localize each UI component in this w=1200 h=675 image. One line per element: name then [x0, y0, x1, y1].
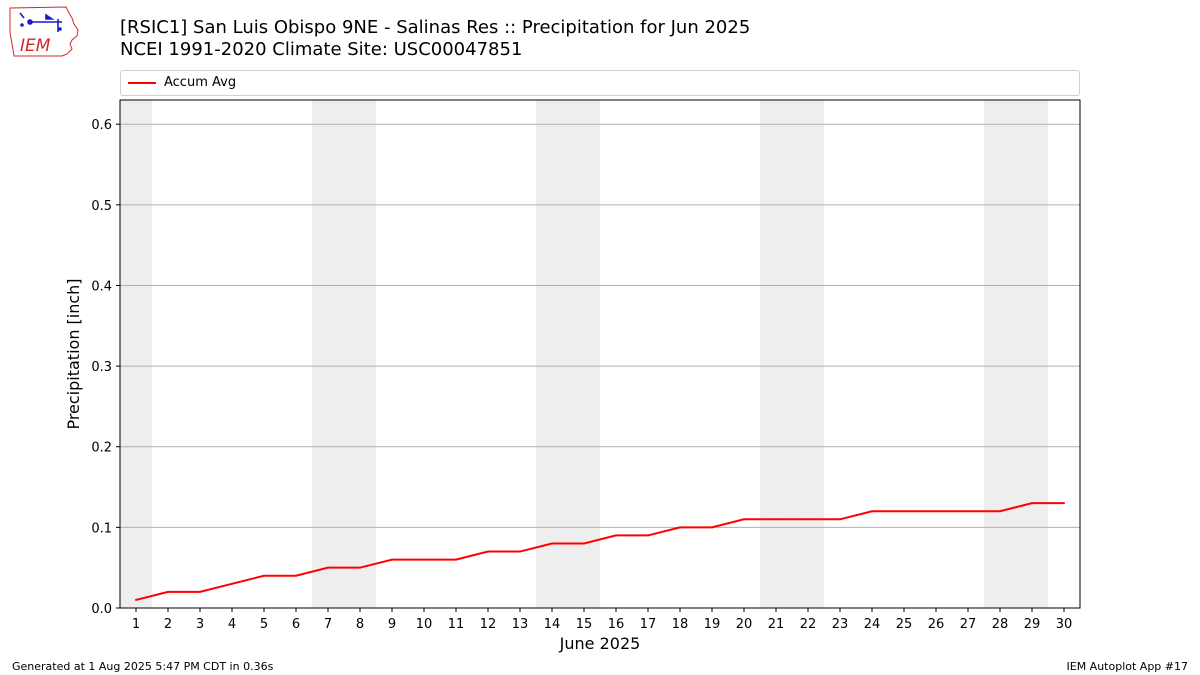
weekend-band: [344, 100, 376, 608]
data-point: [999, 510, 1001, 513]
x-tick-label: 5: [260, 617, 268, 632]
data-point: [743, 518, 745, 521]
y-axis-label: Precipitation [inch]: [64, 278, 83, 429]
x-tick-label: 28: [992, 617, 1009, 632]
x-tick-label: 8: [356, 617, 364, 632]
data-point: [871, 510, 873, 513]
data-point: [711, 526, 713, 529]
data-point: [519, 550, 521, 553]
x-tick-label: 26: [928, 617, 945, 632]
weekend-band: [312, 100, 344, 608]
weather-station-icon: [19, 12, 62, 32]
x-tick-label: 13: [512, 617, 529, 632]
y-axis-ticks: 0.0 0.1 0.2 0.3 0.4 0.5 0.6: [91, 118, 120, 617]
data-point: [199, 590, 201, 593]
legend-label: Accum Avg: [164, 75, 237, 90]
y-tick-label: 0.5: [91, 199, 112, 214]
x-tick-label: 30: [1056, 617, 1073, 632]
data-point: [551, 542, 553, 545]
data-point: [487, 550, 489, 553]
y-tick-label: 0.2: [91, 441, 112, 456]
data-point: [1063, 502, 1065, 505]
weekend-band: [568, 100, 600, 608]
series-line-accum-avg: [135, 502, 1064, 601]
weekend-band: [1016, 100, 1048, 608]
data-point: [455, 558, 457, 561]
data-point: [903, 510, 905, 513]
x-tick-label: 21: [768, 617, 785, 632]
chart-subtitle: NCEI 1991-2020 Climate Site: USC00047851: [120, 39, 523, 60]
app-label: IEM Autoplot App #17: [1066, 660, 1189, 673]
data-point: [295, 574, 297, 577]
x-tick-label: 17: [640, 617, 657, 632]
x-tick-label: 16: [608, 617, 625, 632]
x-tick-label: 18: [672, 617, 689, 632]
x-axis-ticks: 1 2 3 4 5 6 7 8 9 10 11 12 13 14 15 16 17 18 19 20 21 22 23 24 2…: [132, 608, 1072, 632]
iem-logo: IEM: [9, 6, 79, 57]
data-point: [935, 510, 937, 513]
legend-swatch: [128, 82, 156, 84]
weekend-band: [536, 100, 568, 608]
x-tick-label: 2: [164, 617, 172, 632]
data-point: [327, 566, 329, 569]
x-tick-label: 9: [388, 617, 396, 632]
x-tick-label: 29: [1024, 617, 1041, 632]
generated-timestamp: Generated at 1 Aug 2025 5:47 PM CDT in 0…: [12, 660, 274, 673]
y-tick-label: 0.1: [91, 521, 112, 536]
x-tick-label: 22: [800, 617, 817, 632]
x-tick-label: 4: [228, 617, 236, 632]
y-tick-label: 0.0: [91, 602, 112, 617]
data-point: [679, 526, 681, 529]
weekend-band: [120, 100, 152, 608]
y-tick-label: 0.3: [91, 360, 112, 375]
iowa-outline-icon: [9, 6, 79, 57]
data-point: [135, 598, 137, 601]
x-tick-label: 27: [960, 617, 977, 632]
data-point: [359, 566, 361, 569]
data-point: [967, 510, 969, 513]
chart-title: [RSIC1] San Luis Obispo 9NE - Salinas Re…: [120, 17, 751, 38]
y-tick-label: 0.6: [91, 118, 112, 133]
x-axis-label: June 2025: [559, 634, 641, 653]
weekend-band: [760, 100, 792, 608]
weekend-band: [984, 100, 1016, 608]
data-point: [647, 534, 649, 537]
data-point: [391, 558, 393, 561]
data-point: [263, 574, 265, 577]
data-point: [1031, 502, 1033, 505]
data-point: [807, 518, 809, 521]
weekend-band: [792, 100, 824, 608]
x-tick-label: 1: [132, 617, 140, 632]
x-tick-label: 20: [736, 617, 753, 632]
y-tick-label: 0.4: [91, 279, 112, 294]
data-point: [615, 534, 617, 537]
data-point: [423, 558, 425, 561]
data-point: [583, 542, 585, 545]
x-tick-label: 15: [576, 617, 593, 632]
data-point: [839, 518, 841, 521]
x-tick-label: 24: [864, 617, 881, 632]
x-tick-label: 14: [544, 617, 561, 632]
iem-logo-text: IEM: [20, 36, 51, 56]
x-tick-label: 12: [480, 617, 497, 632]
x-tick-label: 11: [448, 617, 465, 632]
weekend-bands: [120, 100, 1048, 608]
x-tick-label: 10: [416, 617, 433, 632]
series-layer: [135, 502, 1065, 601]
x-tick-label: 7: [324, 617, 332, 632]
x-tick-label: 3: [196, 617, 204, 632]
x-tick-label: 19: [704, 617, 721, 632]
x-tick-label: 23: [832, 617, 849, 632]
x-tick-label: 25: [896, 617, 913, 632]
data-point: [231, 582, 233, 585]
data-point: [167, 590, 169, 593]
plot-frame: [119, 99, 1081, 609]
legend: Accum Avg: [120, 70, 1080, 96]
x-tick-label: 6: [292, 617, 300, 632]
data-point: [775, 518, 777, 521]
